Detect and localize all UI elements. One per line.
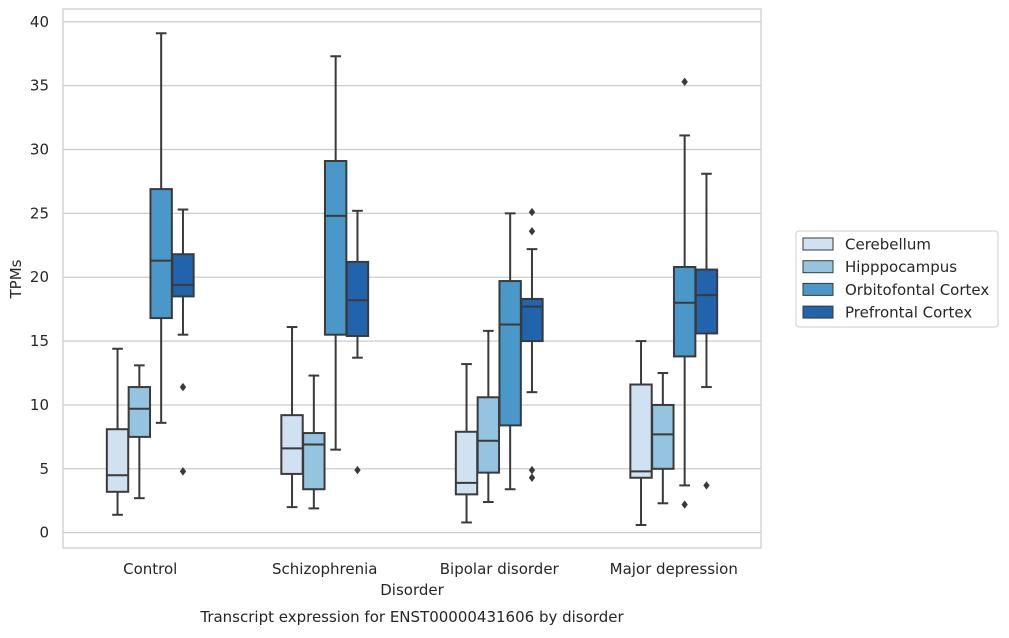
box-body [345,260,370,337]
chart-caption: Transcript expression for ENST0000043160… [199,608,624,626]
box [345,209,370,475]
y-tick-labels: 0 5 10 15 20 25 30 35 40 [30,13,49,542]
box [476,329,501,504]
box-body [127,386,152,438]
box [651,372,675,505]
legend-label: Hipppocampus [845,258,957,276]
box-body [280,414,304,475]
legend-swatch [802,305,834,319]
box-body [498,280,522,427]
box-body [302,432,326,491]
box [694,172,719,490]
x-tick-label: Control [123,560,177,578]
x-tick-labels: Control Schizophrenia Bipolar disorder Majo… [123,560,738,578]
box [454,363,479,524]
box [171,208,195,476]
y-tick-label: 20 [30,268,49,286]
box [323,55,348,451]
x-axis-label: Disorder [380,581,444,599]
outlier-point [179,467,187,476]
box [629,340,653,527]
outlier-point [354,465,361,475]
series-hipppocampus [127,329,675,510]
legend-frame [795,230,999,328]
outlier-point [528,227,536,236]
y-axis-label: TPMs [7,259,25,299]
legend-swatch [802,237,834,251]
legend: Cerebellum Hipppocampus Orbitofontal Corte… [795,230,999,328]
plot-frame [62,8,762,549]
box-body [105,428,130,493]
y-tick-label: 5 [39,460,49,478]
y-tick-label: 0 [39,524,49,542]
legend-swatch [802,260,834,274]
y-tick-label: 35 [30,77,49,95]
outlier-point [528,207,536,217]
box [149,32,173,424]
legend-label: Orbitofontal Cortex [845,281,989,299]
series-orbitofontal-cortex [149,32,697,509]
outlier-point [703,481,710,490]
box [498,212,522,491]
box [280,326,304,509]
box-series [105,32,719,527]
box [520,207,544,482]
box [672,77,697,509]
y-tick-label: 30 [30,140,49,158]
box-body [520,297,544,343]
box-body [694,268,719,335]
series-prefrontal-cortex [171,172,719,490]
box-body [323,159,348,336]
y-tick-label: 15 [30,332,49,350]
box [302,374,326,510]
y-tick-label: 40 [30,13,49,31]
box-body [171,253,195,298]
x-tick-label: Bipolar disorder [440,560,560,578]
y-tick-label: 10 [30,396,49,414]
legend-swatch [802,282,834,296]
legend-label: Prefrontal Cortex [845,304,972,322]
box-body [651,403,675,470]
box-body [476,396,501,474]
box [127,364,152,500]
box-body [149,188,173,320]
outlier-point [179,382,187,392]
box-body [672,266,697,358]
legend-label: Cerebellum [845,236,931,254]
y-tick-label: 25 [30,204,49,222]
outlier-point [528,473,536,482]
box-body [454,430,479,496]
x-tick-label: Major depression [610,560,738,578]
x-tick-label: Schizophrenia [272,560,377,578]
box [105,347,130,516]
outlier-point [681,500,688,509]
box-body [629,383,653,479]
outlier-point [528,465,536,475]
series-cerebellum [105,326,653,527]
outlier-point [681,77,688,87]
